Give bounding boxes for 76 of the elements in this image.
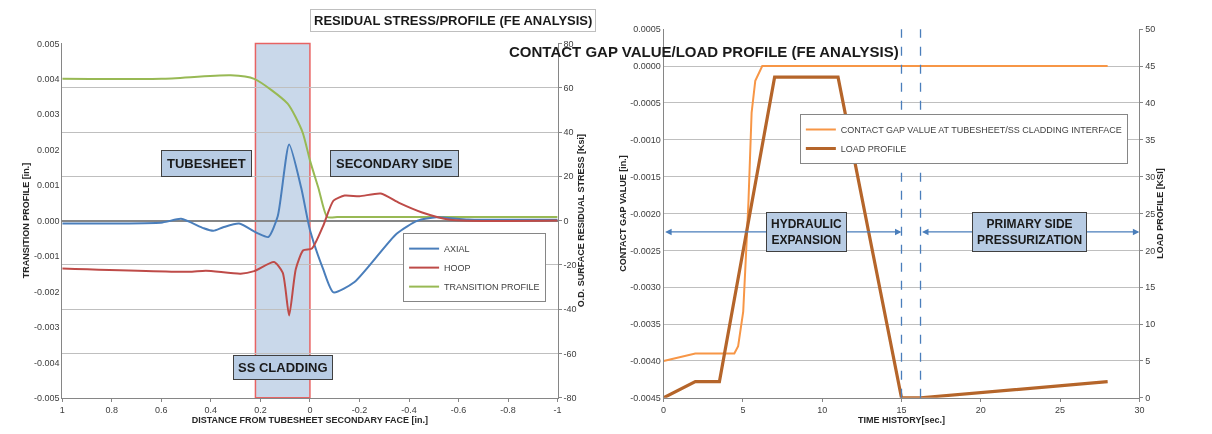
legend-label: LOAD PROFILE xyxy=(840,144,907,155)
x-tick-label: -0.6 xyxy=(450,404,467,415)
x-tick-label: 15 xyxy=(896,404,907,415)
x-tick-label: 25 xyxy=(1055,404,1066,415)
x-tick-label: 0 xyxy=(661,404,667,415)
x-tick-label: 0.4 xyxy=(204,404,218,415)
y-tick-label: -0.0005 xyxy=(630,98,661,109)
y2-axis-title: LOAD PROFILE [KSI] xyxy=(1155,168,1166,259)
x-tick-label: 1 xyxy=(59,404,65,415)
legend-label: AXIAL xyxy=(444,244,470,255)
legend-label: CONTACT GAP VALUE AT TUBESHEET/SS CLADDING INTERFACE xyxy=(840,125,1122,136)
y2-tick-label: 0 xyxy=(563,215,569,226)
y2-tick-label: 25 xyxy=(1145,208,1156,219)
x-tick-label: 5 xyxy=(740,404,746,415)
x-axis-title: TIME HISTORY[sec.] xyxy=(857,414,945,425)
x-tick-label: -0.8 xyxy=(500,404,516,415)
y-tick-label: -0.0010 xyxy=(630,134,661,145)
y-tick-label: -0.0030 xyxy=(630,282,661,293)
annotation: PRIMARY SIDE PRESSURIZATION xyxy=(977,217,1083,247)
annotation: SECONDARY SIDE xyxy=(336,156,453,171)
annotation: TUBESHEET xyxy=(167,156,246,171)
y2-tick-label: -20 xyxy=(563,260,577,271)
y-tick-label: -0.0020 xyxy=(630,208,661,219)
y-tick-label: 0.002 xyxy=(36,144,60,155)
y2-tick-label: 20 xyxy=(1145,245,1156,256)
x-tick-label: -1 xyxy=(553,404,562,415)
y-tick-label: 0.004 xyxy=(36,74,60,85)
y-tick-label: 0.001 xyxy=(36,180,60,191)
x-tick-label: 0.2 xyxy=(254,404,267,415)
x-tick-label: 30 xyxy=(1134,404,1145,415)
y-tick-label: -0.0040 xyxy=(630,356,661,367)
y2-tick-label: 35 xyxy=(1145,134,1156,145)
y2-tick-label: 45 xyxy=(1145,61,1156,72)
y-axis-title: CONTACT GAP VALUE [in.] xyxy=(617,155,628,272)
y2-axis-title: O.D. SURFACE RESIDUAL STRESS [Ksi] xyxy=(576,133,587,308)
x-tick-label: 0.6 xyxy=(155,404,168,415)
y-tick-label: 0.000 xyxy=(36,215,60,226)
x-tick-label: 0.8 xyxy=(105,404,119,415)
y2-tick-label: 10 xyxy=(1145,319,1156,330)
y-tick-label: -0.004 xyxy=(33,357,60,368)
x-tick-label: 0 xyxy=(307,404,313,415)
y-tick-label: -0.0035 xyxy=(630,319,661,330)
y-tick-label: 0.0005 xyxy=(633,24,661,35)
y2-tick-label: 50 xyxy=(1145,24,1156,35)
y-tick-label: -0.002 xyxy=(33,286,60,297)
y-tick-label: -0.0025 xyxy=(630,245,661,256)
annotation: HYDRAULIC EXPANSION xyxy=(771,217,842,247)
y-tick-label: -0.001 xyxy=(33,251,60,262)
y-tick-label: -0.0045 xyxy=(630,392,661,403)
y2-tick-label: 30 xyxy=(1145,171,1156,182)
y2-tick-label: 5 xyxy=(1145,356,1151,367)
legend-label: HOOP xyxy=(444,263,471,274)
y-axis-title: TRANSITION PROFILE [in.] xyxy=(21,162,32,279)
y-tick-label: 0.003 xyxy=(36,109,60,120)
x-tick-label: -0.4 xyxy=(401,404,417,415)
y-tick-label: -0.003 xyxy=(33,322,60,333)
y-tick-label: 0.0000 xyxy=(633,61,661,72)
x-axis-title: DISTANCE FROM TUBESHEET SECONDARY FACE [in.] xyxy=(191,414,429,425)
y-tick-label: -0.005 xyxy=(33,392,60,403)
y2-tick-label: -80 xyxy=(563,392,577,403)
x-tick-label: 10 xyxy=(817,404,828,415)
y-tick-label: -0.0015 xyxy=(630,171,661,182)
y2-tick-label: 15 xyxy=(1145,282,1156,293)
x-tick-label: -0.2 xyxy=(351,404,368,415)
band-label: SS CLADDING xyxy=(238,360,328,375)
y-tick-label: 0.005 xyxy=(36,38,60,49)
y2-tick-label: 0 xyxy=(1145,392,1151,403)
y2-tick-label: -60 xyxy=(563,348,577,359)
y2-tick-label: 40 xyxy=(563,127,574,138)
y2-tick-label: -40 xyxy=(563,304,577,315)
x-tick-label: 20 xyxy=(975,404,986,415)
y2-tick-label: 20 xyxy=(563,171,574,182)
y2-tick-label: 60 xyxy=(563,82,574,93)
legend-label: TRANSITION PROFILE xyxy=(444,282,540,293)
chart-title: RESIDUAL STRESS/PROFILE (FE ANALYSIS) xyxy=(314,13,593,28)
y2-tick-label: 40 xyxy=(1145,98,1156,109)
